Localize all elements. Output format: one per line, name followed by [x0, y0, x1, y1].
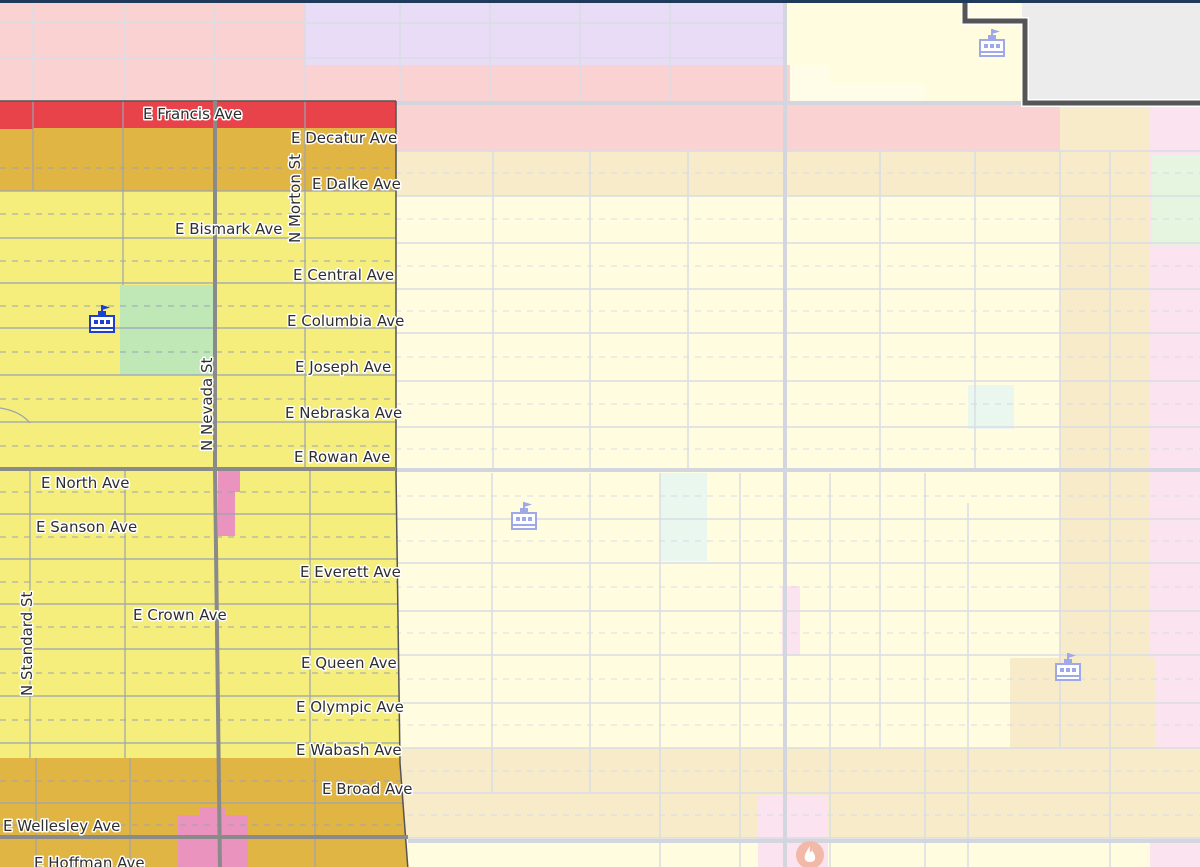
- street-label-e-central-ave: E Central Ave: [293, 266, 394, 284]
- school-icon[interactable]: [1055, 653, 1081, 681]
- street-label-n-standard-st: N Standard St: [18, 591, 36, 696]
- medium-density-dalke: [0, 128, 396, 191]
- street-label-e-columbia-ave: E Columbia Ave: [287, 312, 404, 330]
- street-labels: E Francis Ave E Decatur Ave E Dalke Ave …: [2, 104, 415, 867]
- street-label-e-north-ave: E North Ave: [41, 474, 129, 492]
- faded-grey-block: [1022, 3, 1200, 103]
- street-label-n-morton-st: N Morton St: [286, 154, 304, 243]
- faded-residential-north: [785, 3, 1022, 103]
- faded-park-center: [660, 473, 707, 561]
- street-label-e-broad-ave: E Broad Ave: [322, 780, 413, 798]
- street-label-e-wellesley-ave: E Wellesley Ave: [3, 817, 120, 835]
- street-label-e-wabash-ave: E Wabash Ave: [296, 741, 402, 759]
- street-label-e-everett-ave: E Everett Ave: [300, 563, 401, 581]
- faded-institutional-area: [305, 3, 785, 65]
- school-icon[interactable]: [89, 305, 115, 333]
- street-label-e-nebraska-ave: E Nebraska Ave: [285, 404, 402, 422]
- fire-station-icon[interactable]: [796, 841, 824, 867]
- jurisdiction-boundary: [961, 3, 1200, 107]
- street-label-e-joseph-ave: E Joseph Ave: [295, 358, 391, 376]
- selected-zones: [0, 101, 408, 867]
- street-label-n-nevada-st: N Nevada St: [198, 357, 216, 451]
- street-label-e-sanson-ave: E Sanson Ave: [36, 518, 137, 536]
- street-label-e-hoffman-ave: E Hoffman Ave: [34, 854, 145, 867]
- street-label-e-queen-ave: E Queen Ave: [301, 654, 397, 672]
- faded-medium-dalke: [395, 151, 1085, 196]
- street-label-e-rowan-ave: E Rowan Ave: [294, 448, 390, 466]
- selected-lot-dashes: [0, 167, 405, 826]
- street-label-e-dalke-ave: E Dalke Ave: [312, 175, 401, 193]
- commercial-corner: [0, 101, 33, 129]
- selected-arterial-roads: [0, 101, 408, 867]
- residential-zone: [0, 151, 400, 763]
- selected-zone-outline: [0, 100, 409, 867]
- street-label-e-crown-ave: E Crown Ave: [133, 606, 227, 624]
- school-icon[interactable]: [511, 502, 537, 530]
- selected-parcel-grid: [0, 101, 404, 867]
- street-label-e-decatur-ave: E Decatur Ave: [291, 129, 397, 147]
- mixed-use-parcel-north: [218, 470, 240, 492]
- faded-park-east: [1152, 155, 1200, 245]
- street-label-e-francis-ave: E Francis Ave: [143, 105, 242, 123]
- map-canvas: E Francis Ave E Decatur Ave E Dalke Ave …: [0, 3, 1200, 867]
- curved-road: [0, 407, 31, 424]
- faded-medium-southeast: [1010, 658, 1155, 753]
- park-zone: [120, 285, 213, 375]
- street-label-e-olympic-ave: E Olympic Ave: [296, 698, 404, 716]
- street-label-e-bismark-ave: E Bismark Ave: [175, 220, 282, 238]
- school-icon[interactable]: [979, 29, 1005, 57]
